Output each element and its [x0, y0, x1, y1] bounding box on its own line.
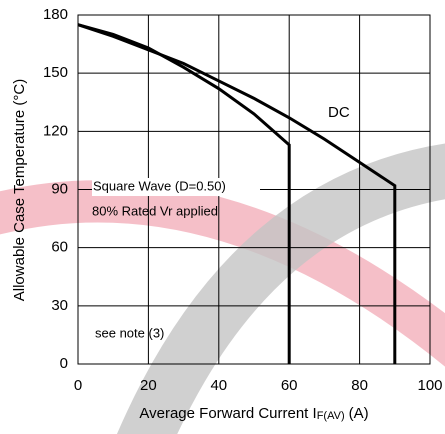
x-axis-label: Average Forward Current IF(AV) (A) — [139, 405, 368, 422]
y-tick-label: 60 — [51, 239, 68, 256]
x-label-unit: (A) — [349, 405, 369, 422]
y-tick-label: 30 — [51, 297, 68, 314]
x-label-sub: F(AV) — [317, 410, 345, 422]
x-tick-label: 20 — [140, 377, 157, 394]
line — [77, 23, 291, 364]
label-bg — [92, 178, 260, 196]
series-label: DC — [328, 104, 350, 121]
annotation: 80% Rated Vr applied — [92, 203, 218, 218]
x-tick-label: 0 — [74, 377, 82, 394]
y-tick-label: 90 — [51, 180, 68, 197]
x-label-main: Average Forward Current I — [139, 405, 316, 422]
y-tick-label: 150 — [43, 64, 68, 81]
watermark — [116, 143, 445, 434]
line — [77, 23, 397, 364]
watermark — [0, 180, 445, 367]
y-tick-label: 120 — [43, 122, 68, 139]
annotation: see note (3) — [95, 325, 164, 340]
series-label: Square Wave (D=0.50) — [93, 178, 226, 193]
y-tick-label: 0 — [60, 355, 68, 372]
x-tick-label: 60 — [281, 377, 298, 394]
y-tick-label: 180 — [43, 6, 68, 23]
x-tick-label: 100 — [417, 377, 442, 394]
x-tick-label: 40 — [210, 377, 227, 394]
y-axis-label: Allowable Case Temperature (°C) — [11, 79, 28, 301]
x-tick-label: 80 — [351, 377, 368, 394]
